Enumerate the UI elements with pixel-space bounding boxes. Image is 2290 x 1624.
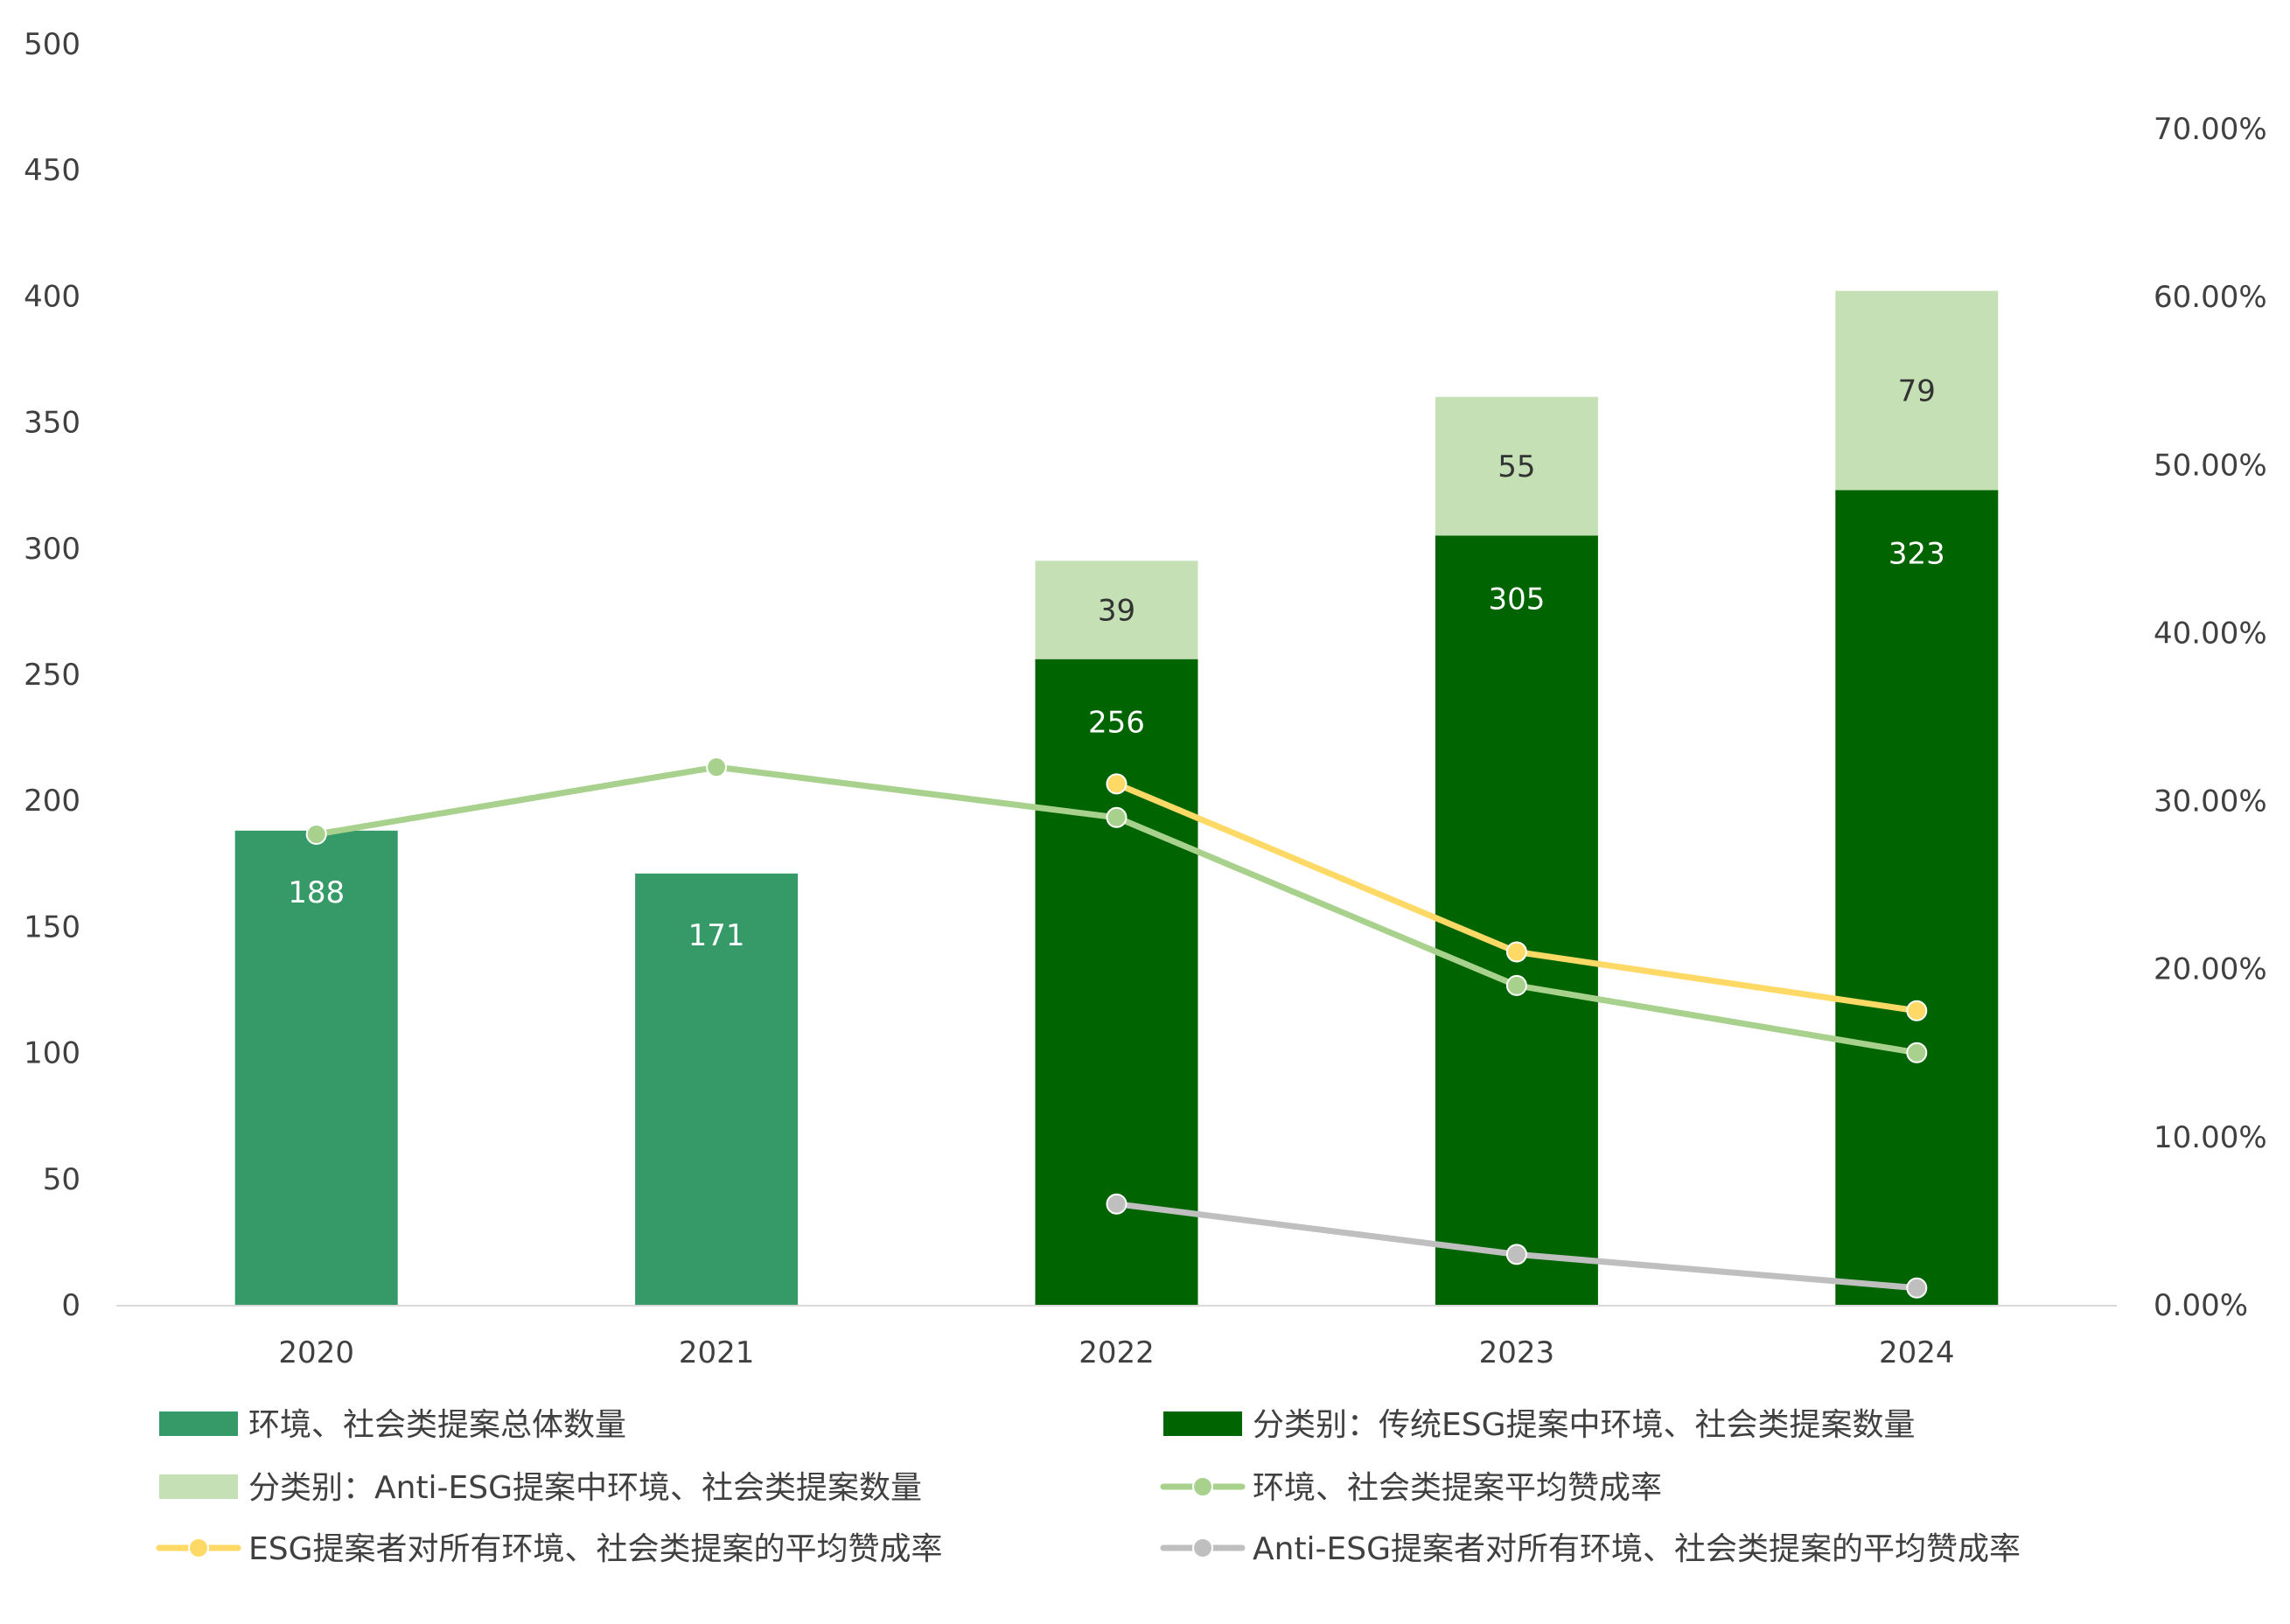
bar-data-label: 256 (1088, 706, 1145, 741)
y-left-tick-label: 150 (24, 910, 80, 944)
line-point-2 (1505, 1244, 1527, 1265)
y-left-tick-label: 350 (24, 406, 80, 441)
y-left-tick-label: 450 (24, 153, 80, 188)
y-right-tick-label: 20.00% (2154, 952, 2267, 987)
legend-marker-4 (188, 1537, 209, 1558)
legend-label-0: 环境、社会类提案总体数量 (248, 1407, 626, 1443)
y-left-tick-label: 250 (24, 658, 80, 693)
y-right-tick-label: 60.00% (2154, 280, 2267, 315)
bar-0-1 (635, 873, 799, 1305)
legend-swatch-0 (159, 1411, 238, 1436)
line-point-1 (1106, 773, 1128, 795)
y-right-tick-label: 10.00% (2154, 1120, 2267, 1155)
y-left-tick-label: 200 (24, 784, 80, 819)
x-tick-label: 2022 (1079, 1335, 1155, 1370)
lines (305, 756, 1928, 1299)
legend-label-4: ESG提案者对所有环境、社会类提案的平均赞成率 (248, 1531, 943, 1567)
x-tick-label: 2024 (1879, 1335, 1955, 1370)
legend: 环境、社会类提案总体数量 分类别：传统ESG提案中环境、社会类提案数量分类别：An… (156, 1407, 2021, 1567)
y-left-tick-label: 0 (61, 1288, 80, 1323)
y-right-tick-label: 40.00% (2154, 616, 2267, 651)
legend-swatch-2 (159, 1474, 238, 1499)
legend-label-5: Anti-ESG提案者对所有环境、社会类提案的平均赞成率 (1253, 1531, 2021, 1567)
axes: 0 50 100 150 200 250 300 350 400 450 500 0.00% 10.00… (24, 27, 2267, 1370)
legend-marker-3 (1192, 1476, 1213, 1497)
line-point-0 (1906, 1042, 1928, 1063)
legend-swatch-1 (1163, 1411, 1242, 1436)
bar-1-3 (1435, 535, 1598, 1305)
bar-1-4 (1835, 490, 1999, 1305)
bar-2-4 (1835, 290, 1999, 491)
y-left-tick-label: 400 (24, 279, 80, 314)
bar-0-0 (234, 830, 398, 1305)
bar-data-label: 39 (1098, 593, 1135, 628)
y-left-tick-label: 100 (24, 1036, 80, 1071)
y-left-tick-label: 500 (24, 27, 80, 62)
line-point-0 (1505, 974, 1527, 996)
bar-data-label: 171 (688, 918, 745, 953)
legend-label-3: 环境、社会类提案平均赞成率 (1253, 1470, 1662, 1506)
legend-label-1: 分类别：传统ESG提案中环境、社会类提案数量 (1253, 1407, 1916, 1443)
y-left-tick-label: 300 (24, 532, 80, 567)
bar-data-label: 323 (1889, 536, 1945, 571)
line-point-0 (706, 756, 728, 778)
y-right-tick-label: 50.00% (2154, 448, 2267, 483)
y-right-tick-label: 70.00% (2154, 112, 2267, 147)
bar-2-3 (1435, 396, 1598, 536)
y-right-tick-label: 0.00% (2154, 1288, 2248, 1323)
line-point-1 (1906, 1000, 1928, 1021)
bar-2-2 (1035, 561, 1198, 659)
line-point-1 (1505, 941, 1527, 963)
line-point-0 (1106, 806, 1128, 828)
bar-data-label: 79 (1898, 374, 1936, 409)
x-tick-label: 2020 (278, 1335, 354, 1370)
line-point-0 (305, 824, 327, 845)
line-point-2 (1906, 1277, 1928, 1299)
legend-marker-5 (1192, 1537, 1213, 1558)
bar-data-label: 55 (1498, 450, 1535, 484)
bars (234, 290, 1999, 1305)
y-left-tick-label: 50 (43, 1162, 80, 1197)
x-tick-label: 2023 (1479, 1335, 1555, 1370)
x-tick-label: 2021 (679, 1335, 755, 1370)
bar-data-label: 305 (1488, 582, 1545, 617)
y-right-tick-label: 30.00% (2154, 784, 2267, 819)
line-point-2 (1106, 1193, 1128, 1215)
bar-data-label: 188 (288, 875, 345, 910)
data-labels: 188 171 256 305 323 39 55 79 (288, 374, 1945, 953)
legend-label-2: 分类别：Anti-ESG提案中环境、社会类提案数量 (248, 1470, 922, 1506)
